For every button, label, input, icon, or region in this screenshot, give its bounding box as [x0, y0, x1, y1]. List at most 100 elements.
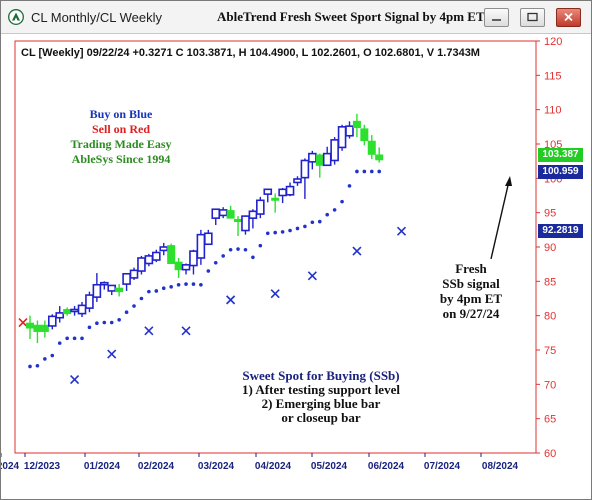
- price-bar: [100, 281, 109, 290]
- bar-body: [345, 125, 354, 137]
- bar-body: [293, 178, 302, 184]
- support-dot: [228, 247, 233, 252]
- price-bar: [285, 182, 295, 197]
- fresh-line: SSb signal: [442, 276, 500, 291]
- bar-body: [211, 208, 221, 219]
- support-dot: [161, 286, 166, 290]
- support-dot: [347, 184, 352, 188]
- x-mark-stroke: [307, 271, 317, 281]
- support-dot: [251, 255, 255, 260]
- price-bar: [308, 150, 317, 170]
- bar-body: [77, 304, 87, 315]
- price-label-stop: 100.959: [538, 165, 583, 179]
- price-bar: [129, 267, 139, 280]
- support-dot: [317, 219, 322, 224]
- support-dot: [280, 230, 285, 234]
- price-bar: [174, 257, 183, 278]
- x-mark-stroke: [226, 295, 236, 305]
- y-tick-label: 85: [544, 276, 556, 288]
- support-dot: [199, 282, 203, 287]
- bar-body: [285, 185, 295, 196]
- support-dot: [310, 220, 315, 225]
- price-bar: [352, 113, 361, 138]
- bar-body: [367, 140, 376, 155]
- bar-body: [122, 272, 131, 285]
- bar-body: [26, 322, 34, 329]
- price-bar: [196, 229, 206, 265]
- support-dot: [340, 199, 344, 204]
- support-dot: [258, 243, 263, 248]
- y-tick-label: 60: [544, 448, 556, 460]
- bar-body: [129, 269, 139, 279]
- y-tick-label: 90: [544, 242, 556, 254]
- price-bar: [122, 272, 131, 291]
- support-dot: [139, 296, 144, 301]
- y-tick-label: 120: [544, 36, 562, 48]
- bar-body: [100, 281, 109, 286]
- price-bar: [115, 284, 124, 297]
- price-bar: [181, 263, 191, 275]
- signal-arrow: [490, 180, 510, 260]
- bar-body: [174, 261, 183, 271]
- price-bar: [263, 188, 273, 203]
- title-bar[interactable]: CL Monthly/CL Weekly AbleTrend Fresh Swe…: [1, 1, 591, 34]
- minimize-button[interactable]: [484, 8, 509, 27]
- close-button[interactable]: [556, 8, 581, 27]
- y-tick-label: 65: [544, 414, 556, 426]
- fresh-line: on 9/27/24: [442, 306, 500, 321]
- price-bar: [211, 208, 221, 226]
- price-bar: [278, 187, 287, 204]
- bar-body: [322, 152, 332, 167]
- support-x-mark: [270, 289, 280, 299]
- sweet-spot-annotation: Sweet Spot for Buying (SSb) 1) After tes…: [221, 369, 421, 425]
- support-x-mark: [396, 226, 407, 236]
- x-tick-label: 09/2024: [1, 461, 20, 472]
- support-dot: [117, 317, 121, 322]
- chart-title: AbleTrend Fresh Sweet Sport Signal by 4p…: [217, 9, 485, 24]
- support-x-mark: [107, 349, 117, 359]
- support-dot: [362, 169, 367, 174]
- support-dot: [176, 282, 181, 287]
- support-dot: [102, 320, 107, 325]
- bar-body: [337, 126, 347, 149]
- signal-arrow-head: [505, 176, 512, 186]
- support-dot: [295, 226, 300, 231]
- price-bar: [77, 301, 87, 318]
- bar-body: [352, 120, 361, 129]
- price-bar: [218, 207, 228, 219]
- price-bar: [256, 196, 265, 219]
- price-bar: [26, 315, 34, 340]
- support-dot: [303, 224, 307, 229]
- support-dot: [265, 231, 270, 236]
- x-mark-stroke: [352, 246, 362, 256]
- support-x-mark: [181, 326, 191, 336]
- price-bar: [248, 209, 258, 229]
- support-dot: [213, 260, 218, 265]
- support-dot: [273, 230, 277, 235]
- price-bar: [360, 124, 369, 146]
- y-tick-label: 110: [544, 105, 562, 117]
- price-bar: [33, 320, 42, 344]
- support-dot: [325, 212, 330, 217]
- support-dot: [332, 208, 337, 212]
- support-dot: [221, 254, 225, 258]
- bar-body: [375, 154, 384, 161]
- support-dot: [95, 321, 99, 326]
- support-dot: [132, 304, 136, 308]
- x-tick-label: 07/2024: [424, 461, 461, 472]
- ssb-line: 2) Emerging blue bar: [261, 396, 381, 411]
- chart-info-line: CL [Weekly] 09/22/24 +0.3271 C 103.3871,…: [21, 47, 480, 59]
- bar-body: [47, 315, 57, 327]
- x-mark-stroke: [70, 374, 80, 385]
- bar-body: [226, 210, 235, 219]
- price-bar: [315, 153, 324, 178]
- bar-body: [263, 188, 273, 195]
- price-label-support: 92.2819: [538, 224, 583, 238]
- legend-line-tagline: Trading Made Easy: [70, 137, 172, 151]
- maximize-button[interactable]: [520, 8, 545, 27]
- fresh-line: by 4pm ET: [439, 291, 503, 306]
- support-dot: [369, 169, 374, 174]
- y-tick-label: 95: [544, 208, 556, 220]
